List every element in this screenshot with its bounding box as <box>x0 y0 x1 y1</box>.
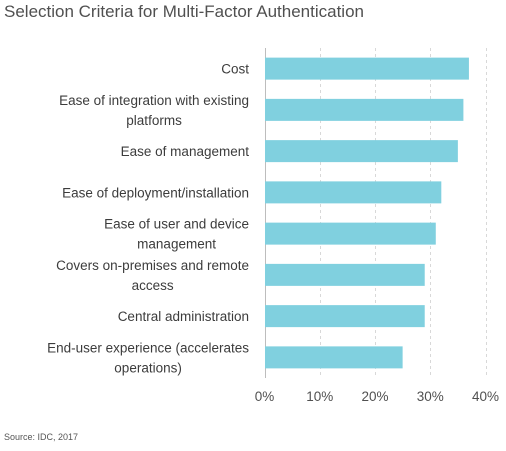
category-label: Ease of integration with existing platfor… <box>59 93 249 128</box>
bar <box>265 263 425 286</box>
x-tick-label: 30% <box>417 389 444 404</box>
category-label-line: access <box>132 278 174 293</box>
category-label: Ease of deployment/installation <box>62 185 249 200</box>
category-label: Ease of management <box>121 144 250 159</box>
bar <box>265 346 403 369</box>
x-tick-label: 20% <box>361 389 388 404</box>
bar <box>265 57 469 80</box>
category-label: End-user experience (accelerates operatio… <box>47 340 249 375</box>
category-label: Ease of user and device management <box>104 217 249 252</box>
bar <box>265 222 436 245</box>
category-label: Covers on-premises and remote access <box>56 258 249 293</box>
category-label-line: Cost <box>221 62 249 77</box>
x-tick-layer: 0% 10% 20% 30% 40% <box>255 389 499 404</box>
category-label: Cost <box>221 62 249 77</box>
source-note: Source: IDC, 2017 <box>4 432 79 442</box>
category-label-line: management <box>137 237 216 252</box>
category-label-line: Ease of deployment/installation <box>62 185 249 200</box>
category-label-line: End-user experience (accelerates <box>47 340 249 355</box>
bar <box>265 98 464 121</box>
category-label-line: platforms <box>126 113 182 128</box>
category-label-layer: Cost Ease of integration with existing pla… <box>47 62 249 376</box>
category-label-line: Central administration <box>118 309 249 324</box>
chart-title: Selection Criteria for Multi-Factor Auth… <box>4 2 364 21</box>
category-label-line: Covers on-premises and remote <box>56 258 249 273</box>
bar <box>265 181 442 204</box>
x-tick-label: 40% <box>472 389 499 404</box>
category-label-line: operations) <box>114 360 182 375</box>
bar <box>265 140 458 163</box>
category-label-line: Ease of management <box>121 144 250 159</box>
grid-layer <box>265 48 487 378</box>
category-label-line: Ease of integration with existing <box>59 93 249 108</box>
category-label-line: Ease of user and device <box>104 217 249 232</box>
x-tick-label: 0% <box>255 389 275 404</box>
category-label: Central administration <box>118 309 249 324</box>
bar <box>265 305 425 328</box>
x-tick-label: 10% <box>306 389 333 404</box>
bar-layer <box>265 57 469 369</box>
